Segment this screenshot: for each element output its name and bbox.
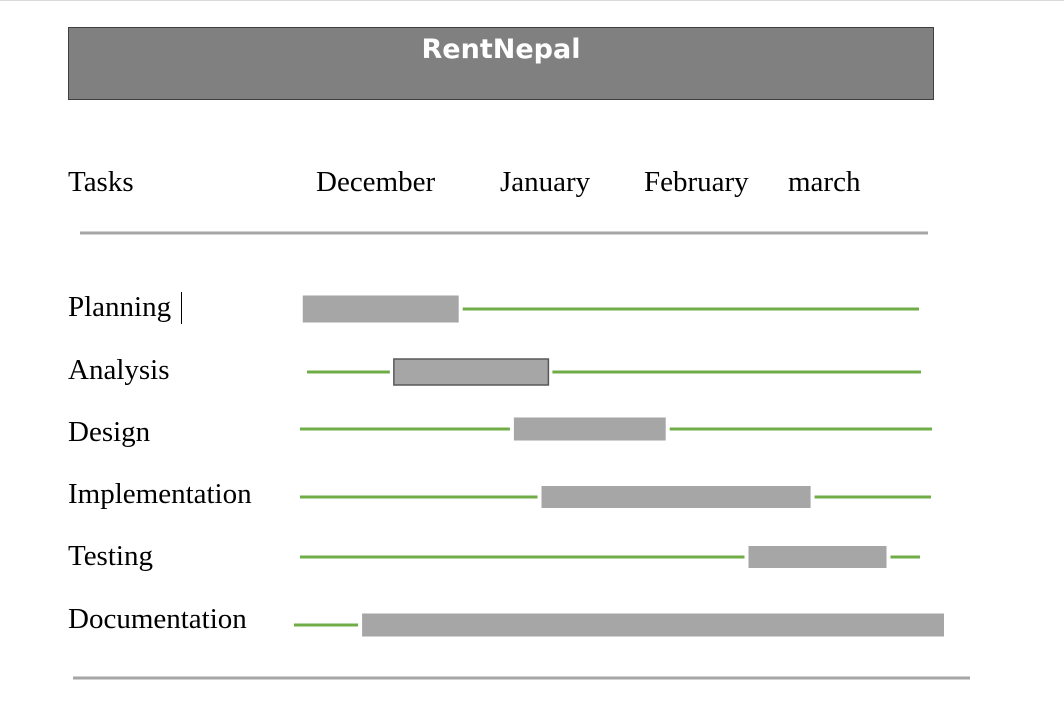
month-label-february: February bbox=[644, 166, 749, 198]
task-label-analysis: Analysis bbox=[68, 354, 170, 386]
chart-title: RentNepal bbox=[421, 34, 581, 65]
task-bar-design bbox=[513, 417, 666, 441]
task-label-implementation: Implementation bbox=[68, 478, 252, 510]
task-label-documentation: Documentation bbox=[68, 603, 247, 635]
task-label-design: Design bbox=[68, 416, 151, 448]
title-bar: RentNepal bbox=[68, 27, 934, 100]
task-label-planning: Planning bbox=[68, 291, 172, 323]
tasks-header: Tasks bbox=[68, 166, 134, 198]
text-cursor bbox=[181, 292, 182, 324]
month-label-january: January bbox=[500, 166, 591, 198]
month-label-december: December bbox=[316, 166, 436, 198]
task-label-testing: Testing bbox=[68, 540, 153, 572]
task-bar-testing bbox=[748, 546, 887, 568]
top-border bbox=[0, 0, 1064, 1]
month-label-march: march bbox=[788, 166, 861, 198]
task-bar-documentation bbox=[362, 613, 945, 637]
task-bar-analysis bbox=[393, 358, 550, 386]
task-bar-planning bbox=[302, 295, 459, 323]
task-bar-implementation bbox=[541, 486, 811, 508]
